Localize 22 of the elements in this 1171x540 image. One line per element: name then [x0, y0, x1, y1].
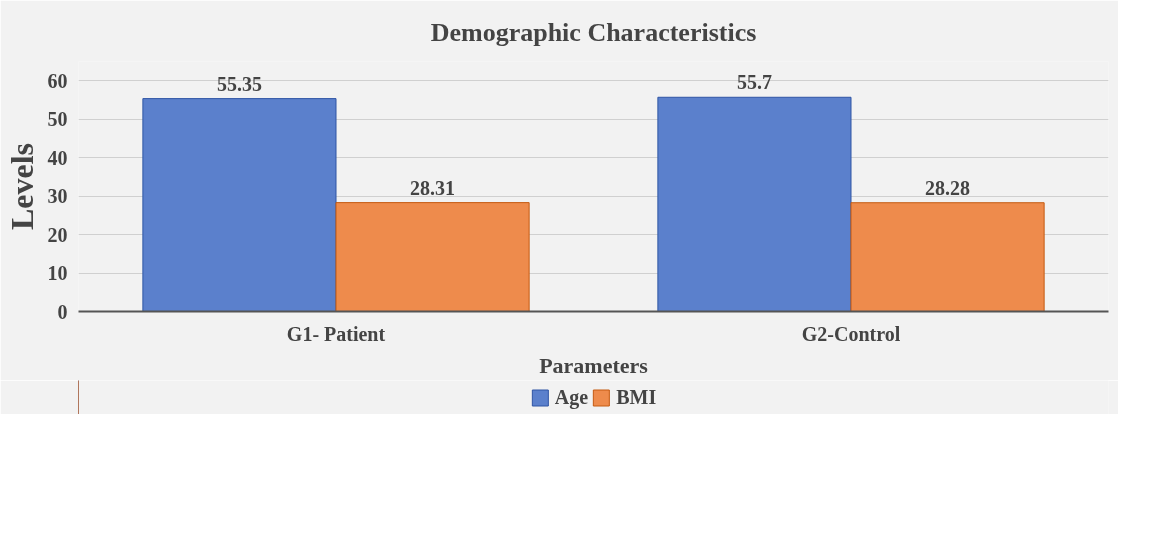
data-label: 55.7 [736, 71, 772, 94]
legend-label: BMI [616, 385, 657, 409]
y-tick-label: 60 [47, 69, 68, 92]
x-tick-label: G1- Patient [286, 322, 386, 345]
chart-title: Demographic Characteristics [430, 17, 757, 47]
bar [142, 98, 337, 312]
data-label: 28.31 [410, 176, 456, 199]
x-tick-label: G2-Control [801, 322, 901, 345]
data-label: 28.28 [925, 176, 971, 199]
data-label: 55.35 [216, 72, 262, 95]
y-tick-label: 30 [47, 185, 68, 208]
y-tick-label: 10 [47, 262, 68, 285]
bar [335, 202, 530, 312]
y-axis-title: Levels [3, 142, 40, 231]
y-tick-label: 20 [47, 223, 68, 246]
y-tick-label: 50 [47, 108, 68, 131]
y-tick-label: 0 [57, 300, 68, 323]
bar [657, 96, 852, 312]
y-tick-label: 40 [47, 146, 68, 169]
legend-label: Age [554, 385, 589, 409]
x-axis-title: Parameters [539, 352, 649, 378]
bar [850, 202, 1045, 312]
